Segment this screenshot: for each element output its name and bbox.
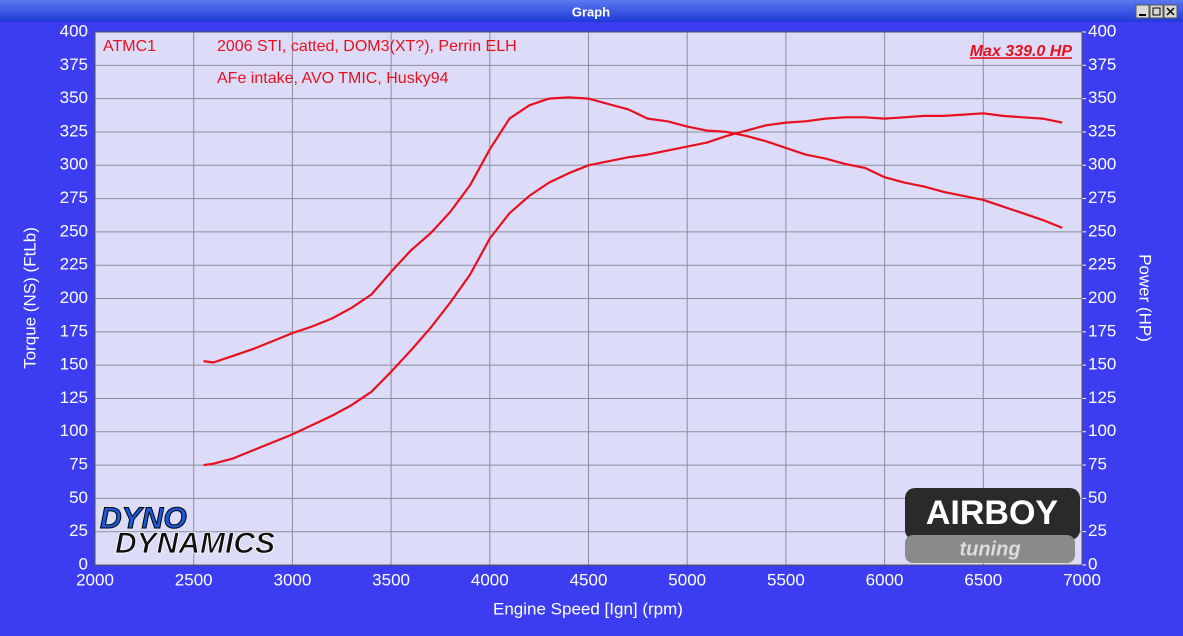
minimize-button[interactable] [1135,4,1150,19]
x-axis-label: Engine Speed [Ign] (rpm) [493,599,683,618]
y-tick-label: 25 [69,521,88,540]
x-tick-label: 3500 [372,570,410,589]
x-tick-label: 5500 [767,570,805,589]
logo-box [905,535,1075,563]
y2-tick-label: 250 [1088,221,1116,240]
y-tick-label: 375 [60,55,88,74]
y2-tick-label: 0 [1088,554,1097,573]
logo-box [905,488,1080,540]
y-tick-label: 100 [60,421,88,440]
x-tick-label: 2000 [76,570,114,589]
y2-tick-label: 225 [1088,255,1116,274]
y2-tick-label: 400 [1088,21,1116,40]
curves [203,96,1063,467]
y2-tick-label: 200 [1088,288,1116,307]
title-bar [0,0,1183,22]
max-power-label: Max 339.0 HP [970,43,1073,60]
airboy-logo: AIRBOY tuning [905,488,1080,563]
y-tick-label: 0 [79,554,88,573]
y-tick-label: 50 [69,488,88,507]
curve [203,96,1063,364]
y2-tick-label: 375 [1088,55,1116,74]
logo-text: AIRBOY [926,494,1059,532]
y-tick-label: 200 [60,288,88,307]
y2-tick-label: 175 [1088,321,1116,340]
x-tick-label: 5000 [668,570,706,589]
logo-text: tuning [959,538,1020,560]
x-tick-label: 7000 [1063,570,1101,589]
window-title: Graph [572,4,610,19]
y-tick-label: 400 [60,21,88,40]
x-tick-label: 4500 [570,570,608,589]
y2-tick-label: 275 [1088,188,1116,207]
maximize-button[interactable] [1149,4,1164,19]
y2-tick-label: 125 [1088,388,1116,407]
annotation: AFe intake, AVO TMIC, Husky94 [217,70,449,87]
y-tick-label: 125 [60,388,88,407]
y-tick-label: 175 [60,321,88,340]
dyno-dynamics-logo: DYNO DYNAMICS [100,501,276,560]
y2-tick-label: 75 [1088,455,1107,474]
y2-tick-label: 350 [1088,88,1116,107]
annotation: 2006 STI, catted, DOM3(XT?), Perrin ELH [217,38,517,55]
y-tick-label: 325 [60,121,88,140]
y2-tick-label: 150 [1088,355,1116,374]
x-tick-label: 6500 [964,570,1002,589]
y-tick-label: 150 [60,355,88,374]
x-tick-label: 6000 [866,570,904,589]
y-tick-label: 225 [60,255,88,274]
x-tick-label: 4000 [471,570,509,589]
x-tick-label: 2500 [175,570,213,589]
y2-tick-label: 50 [1088,488,1107,507]
y2-tick-label: 100 [1088,421,1116,440]
window-buttons[interactable] [1135,4,1178,19]
y2-tick-label: 25 [1088,521,1107,540]
logo-text: DYNAMICS [115,527,275,560]
x-tick-label: 3000 [273,570,311,589]
y2-tick-label: 325 [1088,121,1116,140]
y-tick-label: 275 [60,188,88,207]
annotation: ATMC1 [103,38,156,55]
y-tick-label: 75 [69,455,88,474]
axes: 2000 2500 3000 3500 4000 4500 5000 5500 6000 6500… [60,21,1117,589]
logo-text: DYNO [100,502,187,535]
y-tick-label: 250 [60,221,88,240]
y-tick-label: 300 [60,155,88,174]
y2-tick-label: 300 [1088,155,1116,174]
y-tick-label: 350 [60,88,88,107]
y2-axis-label: Power (HP) [1136,254,1155,342]
curve [203,112,1063,467]
plot-border [94,31,1083,566]
y-axis-label: Torque (NS) (FtLb) [20,227,39,369]
